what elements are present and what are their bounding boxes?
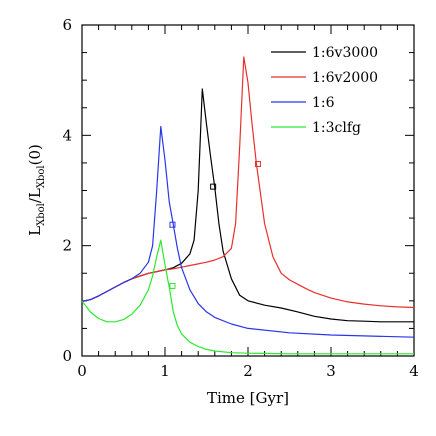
y-axis-label-part3: (0) [26,144,44,165]
y-axis-label-part1: L [26,226,44,236]
series-marker-1-6v3000 [210,183,217,190]
y-axis-label-sub1: Xbol [36,203,47,226]
y-axis-label-part2: /L [26,188,44,203]
ticks-layer: 0 1 2 3 4 0 2 4 6 [62,16,418,380]
x-axis-label: Time [Gyr] [207,389,289,407]
x-tick-label: 4 [409,362,419,380]
legend-label-3: 1:3clfg [312,120,361,136]
markers-layer [169,161,261,289]
series-line-1-6 [81,125,415,338]
svg-text:LXbol/LXbol(0): LXbol/LXbol(0) [26,144,47,236]
series-marker-1-6v2000 [254,161,261,168]
legend-label-0: 1:6v3000 [312,45,378,61]
y-axis-label: LXbol/LXbol(0) [26,144,47,236]
series-marker-1-3clfg [169,282,176,289]
y-tick-label: 4 [62,126,72,144]
x-tick-label: 1 [160,362,170,380]
x-tick-label: 2 [243,362,253,380]
x-tick-label: 0 [77,362,87,380]
y-tick-label: 6 [62,16,72,34]
series-layer [81,56,415,355]
series-marker-1-6 [169,221,176,228]
series-line-1-3clfg [81,239,414,355]
y-tick-label: 2 [62,237,72,255]
y-tick-label: 0 [62,347,72,365]
legend-label-1: 1:6v2000 [312,70,378,86]
y-axis-label-sub2: Xbol [36,165,47,188]
legend: 1:6v3000 1:6v2000 1:6 1:3clfg [271,45,378,136]
legend-label-2: 1:6 [312,95,335,111]
x-tick-label: 3 [326,362,336,380]
